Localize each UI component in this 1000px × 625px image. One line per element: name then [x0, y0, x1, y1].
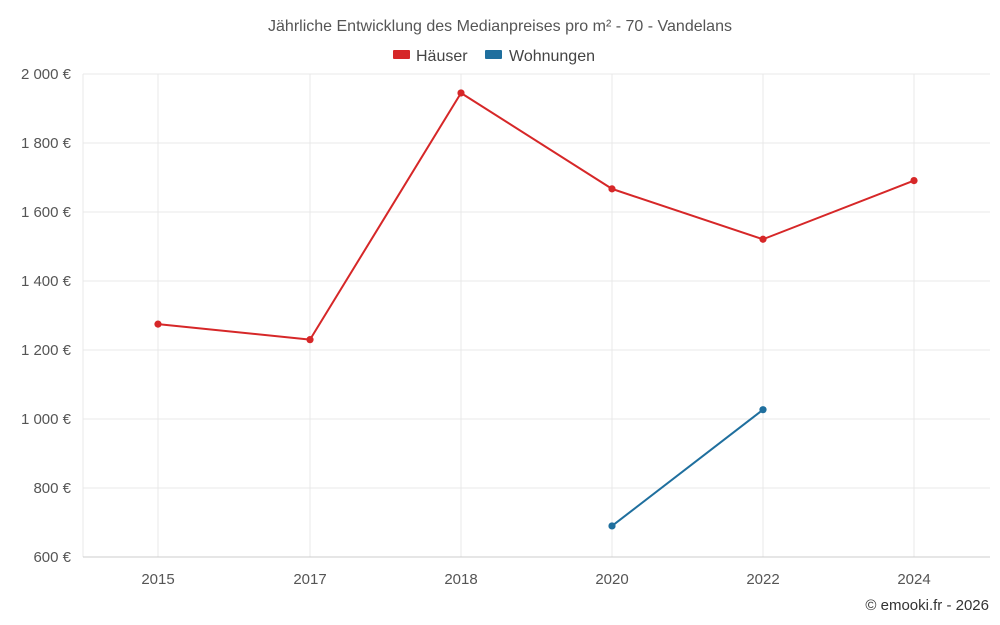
legend-swatch-wohnungen	[485, 50, 502, 59]
series-haeuser	[154, 89, 918, 344]
data-point-haeuser-2017[interactable]	[306, 336, 314, 344]
legend-item-haeuser[interactable]: Häuser	[393, 48, 468, 65]
legend-label-haeuser: Häuser	[416, 48, 468, 65]
series-line-haeuser	[157, 91, 915, 341]
data-point-haeuser-2024[interactable]	[910, 177, 918, 185]
y-tick-label: 1 400 €	[21, 273, 72, 290]
y-tick-label: 1 200 €	[21, 342, 72, 359]
y-tick-label: 2 000 €	[21, 66, 72, 83]
credit-text: © emooki.fr - 2026	[865, 597, 989, 614]
chart-title: Jährliche Entwicklung des Medianpreises …	[268, 18, 732, 35]
series-line-wohnungen	[611, 408, 764, 527]
y-tick-label: 600 €	[33, 549, 71, 566]
y-axis-ticks: 600 € 800 € 1 000 € 1 200 € 1 400 € 1 600 € 1 …	[21, 66, 72, 566]
data-point-wohnungen-2020[interactable]	[608, 522, 616, 530]
y-tick-label: 1 600 €	[21, 204, 72, 221]
x-axis-ticks: 2015 2017 2018 2020 2022 2024	[141, 571, 930, 588]
legend-swatch-haeuser	[393, 50, 410, 59]
data-point-haeuser-2015[interactable]	[154, 320, 162, 328]
y-gridlines	[83, 73, 990, 489]
series-wohnungen	[608, 406, 767, 530]
x-tick-label: 2015	[141, 571, 174, 588]
legend-item-wohnungen[interactable]: Wohnungen	[485, 48, 595, 65]
data-point-haeuser-2018[interactable]	[457, 89, 465, 97]
data-point-wohnungen-2022[interactable]	[759, 406, 767, 414]
y-tick-label: 800 €	[33, 480, 71, 497]
legend-label-wohnungen: Wohnungen	[509, 48, 595, 65]
y-tick-label: 1 000 €	[21, 411, 72, 428]
x-tick-label: 2018	[444, 571, 477, 588]
data-point-haeuser-2022[interactable]	[759, 235, 767, 243]
data-point-haeuser-2020[interactable]	[608, 185, 616, 193]
x-tick-label: 2024	[897, 571, 930, 588]
series-layer	[154, 89, 918, 530]
legend: Häuser Wohnungen	[393, 48, 595, 65]
x-tick-label: 2020	[595, 571, 628, 588]
x-tick-label: 2017	[293, 571, 326, 588]
x-gridlines	[82, 74, 915, 557]
x-tick-label: 2022	[746, 571, 779, 588]
y-tick-label: 1 800 €	[21, 135, 72, 152]
